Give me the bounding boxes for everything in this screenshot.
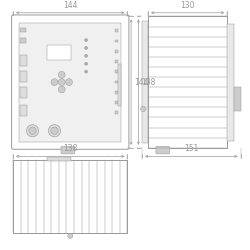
Circle shape [84,70,87,73]
Bar [20,56,27,66]
FancyBboxPatch shape [61,146,75,154]
Circle shape [58,72,65,78]
Bar [19,22,121,142]
Circle shape [84,38,87,42]
Bar [114,40,118,42]
FancyBboxPatch shape [12,15,129,149]
Text: 138: 138 [63,144,78,153]
Bar [20,71,27,82]
Bar [20,87,27,98]
Bar [114,29,118,32]
Bar [142,21,148,143]
Circle shape [58,86,65,93]
Bar [13,160,128,233]
Circle shape [140,106,146,112]
Bar [114,80,118,84]
Circle shape [84,46,87,50]
Circle shape [51,79,58,86]
Bar [114,91,118,94]
Circle shape [58,79,65,86]
Bar [20,38,26,43]
Bar [47,45,72,60]
Circle shape [48,125,60,137]
Bar [234,87,240,111]
Circle shape [84,54,87,57]
Bar [118,64,120,106]
Text: 144: 144 [134,78,149,86]
Bar [114,60,118,63]
Text: 138: 138 [141,78,156,86]
Bar [148,16,227,148]
Bar [114,50,118,53]
Circle shape [84,62,87,65]
Circle shape [51,127,58,134]
Text: 151: 151 [184,144,198,153]
FancyBboxPatch shape [156,146,170,154]
Bar [20,105,27,116]
Bar [20,28,26,32]
Circle shape [29,127,36,134]
Bar [114,101,118,104]
Bar [227,24,234,140]
Text: 144: 144 [63,0,78,10]
Circle shape [26,125,38,137]
Circle shape [68,234,73,238]
Bar [114,111,118,114]
Circle shape [66,79,72,86]
Bar [47,157,72,161]
Text: 130: 130 [180,0,195,10]
Bar [114,70,118,73]
